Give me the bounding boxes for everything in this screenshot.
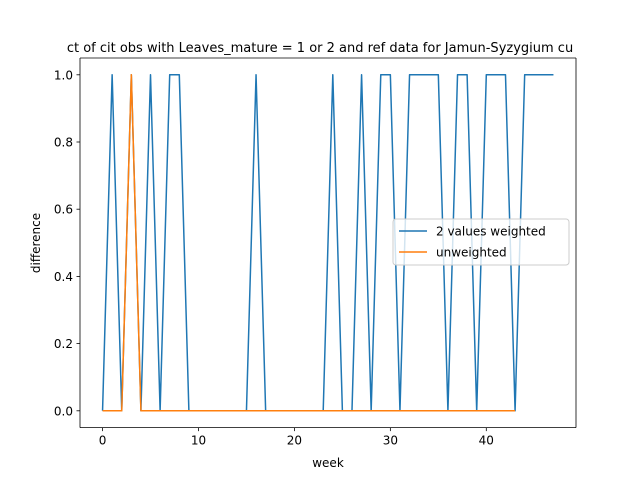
series-line-weighted	[101, 74, 554, 412]
y-axis-label: difference	[29, 213, 43, 273]
chart-title: ct of cit obs with Leaves_mature = 1 or …	[67, 41, 573, 56]
x-tick-label: 0	[99, 434, 107, 448]
x-tick-label: 40	[479, 434, 494, 448]
legend-box	[392, 218, 570, 266]
y-tick-label: 0.0	[54, 404, 73, 418]
legend-label-unweighted: unweighted	[436, 246, 507, 260]
y-axis-ticks: 0.0 0.2 0.4 0.6 0.8 1.0	[54, 68, 80, 418]
series-layer	[101, 74, 554, 412]
x-axis-label: week	[312, 456, 344, 470]
x-tick-label: 20	[287, 434, 302, 448]
x-tick-label: 10	[191, 434, 206, 448]
x-axis-ticks: 0 10 20 30 40	[99, 427, 494, 448]
x-tick-label: 30	[383, 434, 398, 448]
y-tick-label: 0.6	[54, 203, 73, 217]
series-line-unweighted	[102, 74, 516, 412]
y-tick-label: 1.0	[54, 68, 73, 82]
legend-label-weighted: 2 values weighted	[436, 225, 546, 239]
y-tick-label: 0.2	[54, 337, 73, 351]
legend: 2 values weighted unweighted	[392, 218, 570, 266]
y-tick-label: 0.4	[54, 270, 73, 284]
y-tick-label: 0.8	[54, 136, 73, 150]
